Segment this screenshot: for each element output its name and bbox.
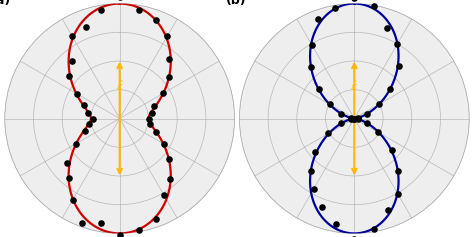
Point <box>386 87 393 91</box>
Point <box>150 104 158 108</box>
Point <box>165 58 173 61</box>
Point <box>314 17 322 21</box>
Point <box>97 9 104 12</box>
Point <box>332 222 339 226</box>
Point <box>135 8 143 12</box>
Point <box>350 117 358 120</box>
Point <box>98 221 105 225</box>
Point <box>68 34 76 38</box>
Point <box>318 205 326 209</box>
Text: $\hat{\varepsilon}$: $\hat{\varepsilon}$ <box>350 79 358 93</box>
Point <box>307 65 315 68</box>
Point <box>384 208 392 212</box>
Point <box>159 91 167 95</box>
Point <box>153 217 160 221</box>
Point <box>63 161 71 165</box>
Point <box>152 130 160 134</box>
Point <box>375 102 383 106</box>
Point <box>347 117 355 121</box>
Text: $\hat{\varepsilon}$: $\hat{\varepsilon}$ <box>116 79 124 93</box>
Point <box>337 112 345 116</box>
Point <box>165 75 173 79</box>
Point <box>160 193 168 197</box>
Point <box>347 116 355 120</box>
Point <box>73 142 80 146</box>
Point <box>331 6 338 10</box>
Point <box>136 228 143 232</box>
Point <box>364 121 371 125</box>
Point <box>308 43 316 47</box>
Point <box>68 59 75 63</box>
Point <box>395 64 402 68</box>
Point <box>165 158 173 161</box>
Point <box>326 102 333 106</box>
Point <box>163 35 171 38</box>
Point <box>354 117 362 121</box>
Point <box>145 117 153 120</box>
Text: (b): (b) <box>226 0 246 7</box>
Point <box>354 116 362 120</box>
Point <box>82 25 90 29</box>
Point <box>116 233 123 237</box>
Point <box>84 111 91 115</box>
Point <box>370 227 378 231</box>
Point <box>65 177 73 180</box>
Point <box>90 117 97 120</box>
Point <box>80 104 88 107</box>
Point <box>148 111 155 115</box>
Point <box>166 177 174 181</box>
Point <box>315 87 322 91</box>
Point <box>73 92 81 96</box>
Point <box>81 129 89 133</box>
Point <box>374 131 382 134</box>
Point <box>394 192 402 196</box>
Point <box>388 148 396 152</box>
Point <box>311 150 319 154</box>
Point <box>394 169 402 173</box>
Point <box>350 117 358 120</box>
Point <box>78 221 85 225</box>
Point <box>152 18 159 22</box>
Point <box>325 132 332 135</box>
Point <box>307 169 314 173</box>
Point <box>310 187 318 191</box>
Point <box>370 4 378 8</box>
Point <box>85 122 93 126</box>
Point <box>363 112 371 116</box>
Point <box>160 142 168 146</box>
Point <box>337 122 345 125</box>
Text: (a): (a) <box>0 0 11 7</box>
Point <box>65 74 73 77</box>
Point <box>146 122 154 126</box>
Point <box>69 198 76 202</box>
Point <box>393 42 401 46</box>
Point <box>383 26 391 30</box>
